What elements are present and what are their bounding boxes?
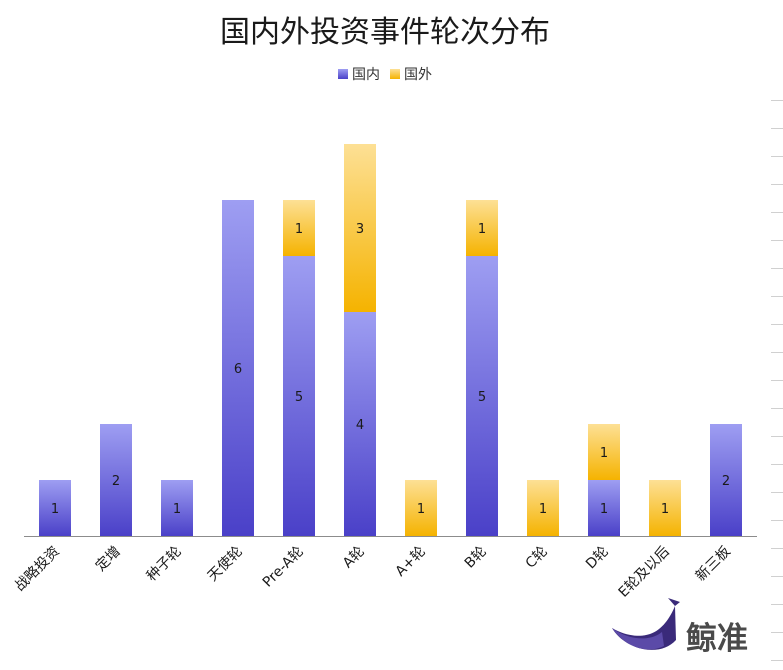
x-tick-label: B轮 (462, 544, 490, 572)
legend-swatch-domestic (338, 69, 348, 79)
value-label: 1 (661, 502, 669, 517)
value-label: 2 (722, 474, 730, 489)
value-label: 4 (356, 418, 364, 433)
value-label: 5 (295, 390, 303, 405)
value-label: 1 (417, 502, 425, 517)
value-label: 1 (600, 446, 608, 461)
bar-foreign (344, 144, 376, 312)
whale-icon (612, 598, 680, 650)
x-tick-label: D轮 (583, 544, 612, 573)
chart-title: 国内外投资事件轮次分布 (220, 15, 550, 50)
x-tick-label: 种子轮 (144, 544, 185, 585)
value-label: 1 (600, 502, 608, 517)
legend-label-domestic: 国内 (352, 67, 380, 83)
x-tick-label: E轮及以后 (616, 544, 673, 601)
bar-foreign (283, 200, 315, 256)
x-tick-label: 新三板 (693, 544, 734, 585)
value-labels: 1 2 1 6 5 1 4 3 1 5 1 1 1 1 1 2 (51, 222, 730, 517)
bar-domestic (466, 256, 498, 536)
bar-domestic (710, 424, 742, 536)
value-label: 3 (356, 222, 364, 237)
value-label: 1 (478, 222, 486, 237)
value-label: 6 (234, 362, 242, 377)
brand-logo: 鲸准 (612, 598, 748, 657)
bar-foreign (405, 480, 437, 536)
value-label: 2 (112, 474, 120, 489)
bar-domestic (39, 480, 71, 536)
legend-swatch-foreign (390, 69, 400, 79)
bar-foreign (649, 480, 681, 536)
bar-foreign (527, 480, 559, 536)
bar-domestic (344, 312, 376, 536)
brand-name: 鲸准 (686, 621, 748, 657)
bar-domestic (588, 480, 620, 536)
x-tick-label: C轮 (523, 544, 551, 572)
right-edge-ticks (771, 100, 783, 661)
value-label: 5 (478, 390, 486, 405)
bar-domestic (222, 200, 254, 536)
legend-label-foreign: 国外 (404, 67, 432, 83)
bars (39, 144, 742, 536)
x-tick-label: A轮 (340, 544, 368, 572)
x-tick-labels: 战略投资 定增 种子轮 天使轮 Pre-A轮 A轮 A+轮 B轮 C轮 D轮 E轮及以后 新三板 (12, 543, 734, 601)
bar-domestic (283, 256, 315, 536)
x-tick-label: 战略投资 (12, 544, 63, 595)
x-tick-label: Pre-A轮 (260, 544, 307, 591)
bar-foreign (588, 424, 620, 480)
bar-domestic (100, 424, 132, 536)
value-label: 1 (173, 502, 181, 517)
legend: 国内 国外 (338, 67, 432, 83)
x-tick-label: 定增 (93, 544, 124, 575)
bar-domestic (161, 480, 193, 536)
value-label: 1 (51, 502, 59, 517)
value-label: 1 (295, 222, 303, 237)
x-tick-label: A+轮 (393, 544, 429, 580)
x-tick-label: 天使轮 (204, 543, 246, 585)
value-label: 1 (539, 502, 547, 517)
bar-foreign (466, 200, 498, 256)
